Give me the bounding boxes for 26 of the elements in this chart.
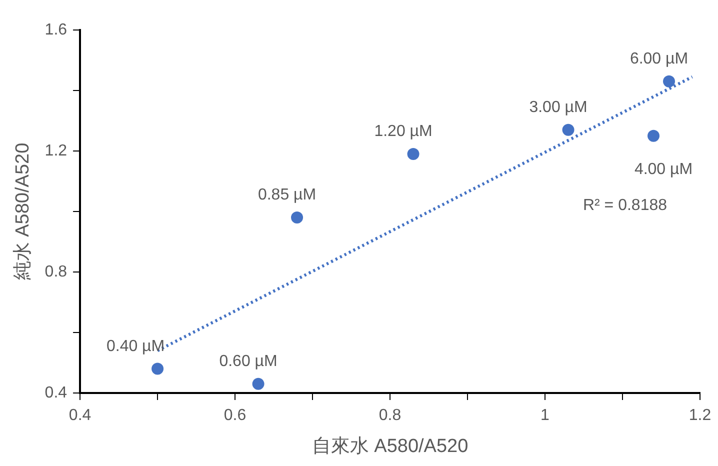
x-axis-title: 自來水 A580/A520 [312, 436, 468, 457]
x-tick-label: 0.4 [68, 407, 92, 424]
annotation: 1.20 µM [374, 123, 432, 140]
annotation: 6.00 µM [630, 50, 688, 68]
annotation: 3.00 µM [529, 98, 588, 116]
annotation: R² = 0.8188 [582, 197, 668, 214]
point [663, 75, 675, 88]
x-tick-label: 1 [540, 407, 550, 424]
point [252, 378, 264, 390]
point [152, 362, 164, 375]
annotation: 4.00 µM [634, 160, 693, 178]
annotation: 0.60 µM [219, 352, 278, 370]
x-tick-label: 1.2 [688, 407, 712, 424]
point [648, 130, 660, 142]
y-tick-label: 1.2 [44, 142, 68, 160]
annotation: 0.40 µM [106, 338, 165, 355]
y-tick-label: 0.8 [44, 263, 68, 280]
y-tick-label: 1.6 [44, 21, 68, 38]
y-axis-title: 純水 A580/A520 [12, 142, 34, 280]
point [407, 148, 420, 160]
point [291, 212, 304, 224]
x-tick-label: 0.8 [378, 407, 402, 424]
point [562, 124, 574, 136]
annotation: 0.85 µM [258, 186, 316, 204]
x-tick-label: 0.6 [224, 407, 246, 424]
y-tick-label: 0.4 [44, 384, 68, 402]
